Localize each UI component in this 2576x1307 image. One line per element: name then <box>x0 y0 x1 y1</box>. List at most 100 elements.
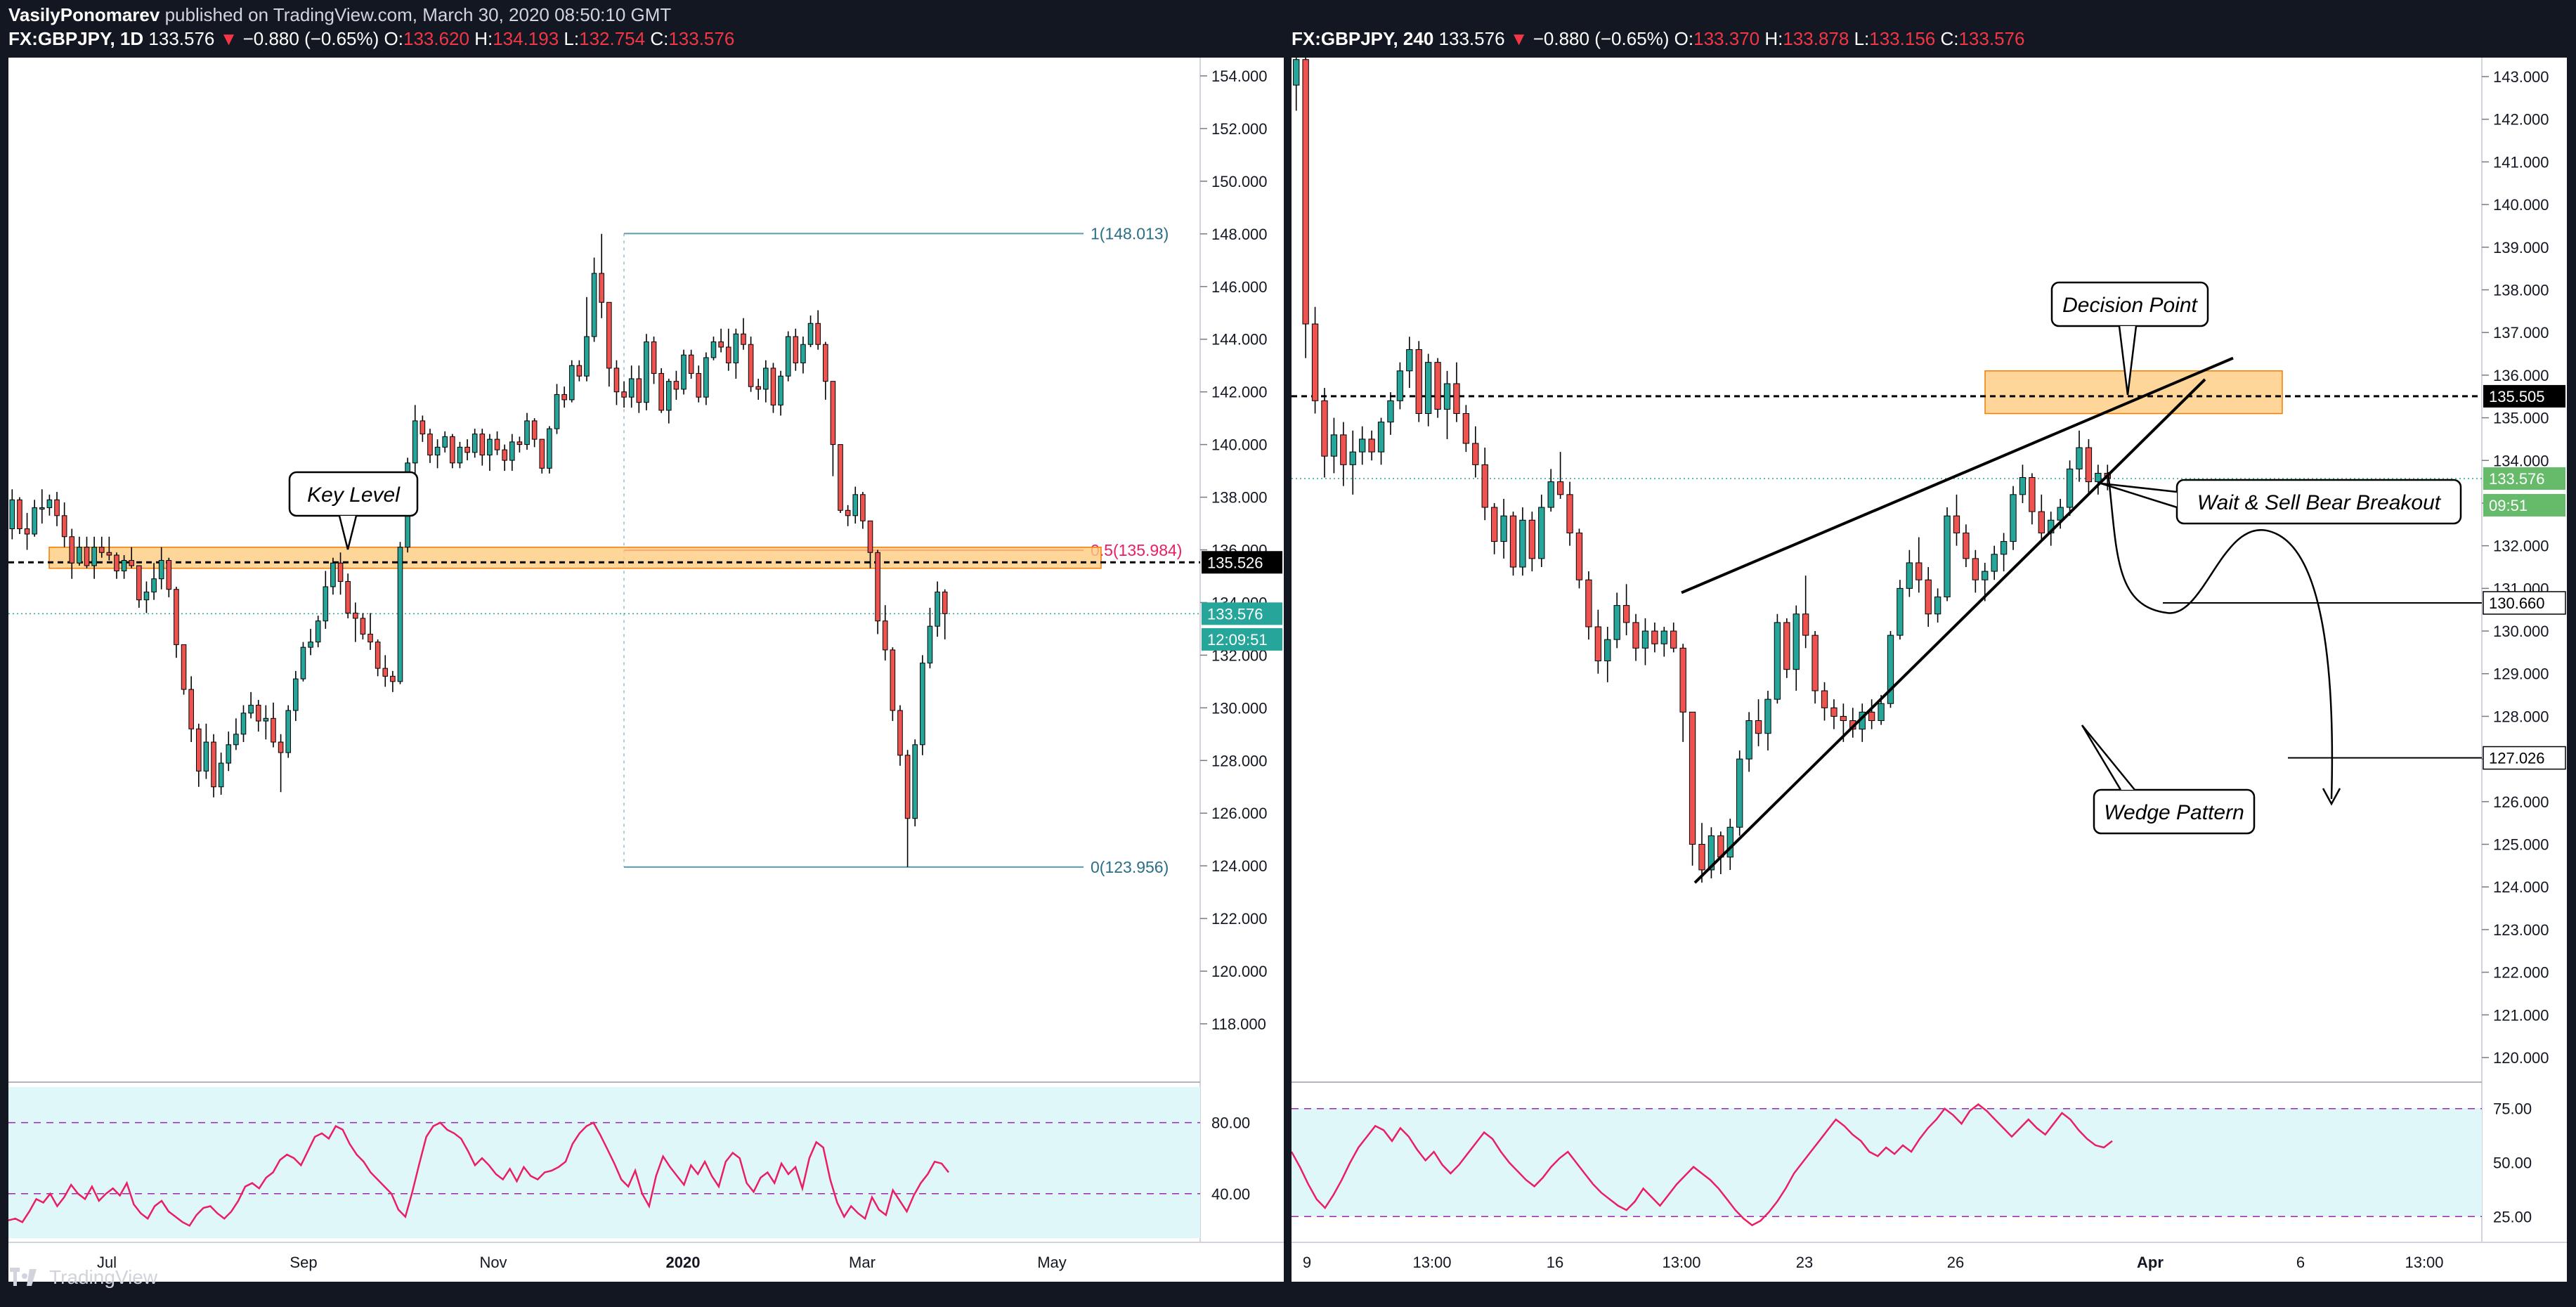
daily-candle-body <box>904 755 911 819</box>
daily-candle-body <box>434 446 441 456</box>
h4-decision-point-callout-text: Decision Point <box>2062 294 2198 317</box>
h4-candle-body <box>1575 532 1583 580</box>
daily-candle-body <box>845 509 851 516</box>
daily-candle-body <box>255 705 261 722</box>
daily-candle-body <box>539 438 545 469</box>
daily-candle-body <box>77 547 82 564</box>
h4-x-tick-label: 13:00 <box>1412 1254 1451 1271</box>
h4-sell-breakout-pointer <box>2100 482 2178 509</box>
daily-candle-body <box>681 354 687 390</box>
daily-candle-body <box>516 441 523 446</box>
daily-candle-body <box>658 372 664 411</box>
h4-price-label-text: 135.505 <box>2489 388 2545 405</box>
h4-candle-body <box>1566 494 1573 533</box>
h4-price-label-box <box>2483 384 2565 408</box>
h4-candle-body <box>1330 434 1338 457</box>
h4-candle-body <box>2010 494 2017 542</box>
daily-chart-svg[interactable]: 118.000 120.000 122.000 124.000 126.000 128.0… <box>8 58 1284 1282</box>
daily-candle-body <box>688 354 694 374</box>
daily-candle-body <box>293 678 299 711</box>
daily-candle-body <box>471 434 478 453</box>
h4-candle-body <box>1660 630 1667 644</box>
h4-rsi-level-label: 25.00 <box>2493 1208 2532 1225</box>
h4-price-label-box <box>2483 591 2566 615</box>
h4-y-tick-label: 142.000 <box>2493 111 2549 129</box>
h4-candle-body <box>1698 844 1705 871</box>
daily-candle-body <box>599 273 605 303</box>
daily-candle-body <box>718 341 724 348</box>
daily-candle-body <box>98 547 105 553</box>
daily-symbol[interactable]: FX:GBPJPY, 1D <box>8 28 144 49</box>
daily-candle-body <box>763 368 769 390</box>
h4-candle-body <box>1632 622 1639 649</box>
daily-candle-body <box>121 559 127 571</box>
daily-candle-body <box>860 494 866 521</box>
h4-y-tick-label: 126.000 <box>2493 793 2549 811</box>
daily-x-tick-label: 2020 <box>666 1254 701 1271</box>
h4-price-label-text: 130.660 <box>2489 594 2545 612</box>
daily-candle-body <box>703 357 709 398</box>
daily-candle-body <box>248 705 254 714</box>
tradingview-logo[interactable]: TradingView <box>10 1266 157 1289</box>
daily-candle-body <box>24 528 30 535</box>
daily-candle-body <box>591 273 597 337</box>
h4-decision-point-callout-pointer <box>2118 325 2138 396</box>
daily-candle-body <box>285 710 292 753</box>
daily-candle-body <box>584 336 590 377</box>
h4-candle-body <box>1302 59 1309 325</box>
daily-candle-body <box>800 344 806 363</box>
daily-candle-body <box>181 644 187 690</box>
h4-decision-zone <box>1984 370 2283 415</box>
daily-candle-body <box>897 710 903 756</box>
author-name[interactable]: VasilyPonomarev <box>8 4 160 25</box>
h4-wedge-lower-line <box>1693 378 2206 884</box>
h4-y-tick-label: 138.000 <box>2493 281 2549 299</box>
h4-candle-body <box>1783 622 1790 670</box>
daily-y-tick-label: 138.000 <box>1211 489 1268 507</box>
h4-candle-body <box>1509 515 1517 568</box>
daily-candle-body <box>218 762 224 788</box>
h4-candle-body <box>1368 438 1375 453</box>
daily-y-tick-label: 142.000 <box>1211 384 1268 401</box>
h4-candle-body <box>1774 622 1781 700</box>
daily-candle-body <box>487 438 493 456</box>
daily-candle-body <box>263 717 269 722</box>
h4-candle-body <box>1679 647 1686 713</box>
chart-panel-daily[interactable]: 118.000 120.000 122.000 124.000 126.000 128.0… <box>8 58 1284 1282</box>
daily-candle-body <box>271 717 276 743</box>
daily-candle-body <box>867 520 873 553</box>
h4-candle-body <box>1736 758 1743 828</box>
h4-candle-body <box>1396 370 1404 401</box>
h4-candle-body <box>1556 481 1564 495</box>
daily-candle-body <box>838 444 843 511</box>
daily-candle-body <box>696 372 702 398</box>
h4-wedge-pattern-callout-text: Wedge Pattern <box>2104 801 2244 824</box>
daily-candle-body <box>494 438 500 450</box>
h4-candle-body <box>1453 383 1460 414</box>
h4-y-tick-label: 141.000 <box>2493 153 2549 171</box>
h4-candle-body <box>1377 422 1385 453</box>
daily-price-label-box <box>1202 602 1282 625</box>
daily-candle-body <box>300 646 306 679</box>
daily-candle-body <box>785 336 791 377</box>
h4-candle-body <box>1500 515 1507 542</box>
daily-candle-body <box>46 499 53 509</box>
h4-y-tick-label: 139.000 <box>2493 239 2549 256</box>
daily-candle-body <box>554 394 560 429</box>
daily-candle-body <box>613 368 620 393</box>
daily-candle-body <box>69 536 75 564</box>
h4-chart-svg[interactable]: 120.000 121.000 122.000 123.000 124.000 125.0… <box>1292 58 2567 1282</box>
h4-x-tick-label: 9 <box>1303 1254 1311 1271</box>
daily-x-tick-label: Jul <box>97 1254 117 1271</box>
daily-candle-body <box>457 446 463 464</box>
daily-candle-body <box>741 333 746 345</box>
daily-candle-body <box>203 741 209 772</box>
chart-panel-4h[interactable]: 120.000 121.000 122.000 123.000 124.000 125.0… <box>1292 58 2567 1282</box>
h4-candle-body <box>1830 707 1837 717</box>
daily-y-tick-label: 146.000 <box>1211 278 1268 296</box>
h4-symbol[interactable]: FX:GBPJPY, 240 <box>1292 28 1434 49</box>
h4-candle-body <box>1425 362 1432 414</box>
daily-candle-body <box>174 589 179 645</box>
h4-candle-body <box>1811 635 1819 691</box>
h4-candle-body <box>1462 412 1470 444</box>
